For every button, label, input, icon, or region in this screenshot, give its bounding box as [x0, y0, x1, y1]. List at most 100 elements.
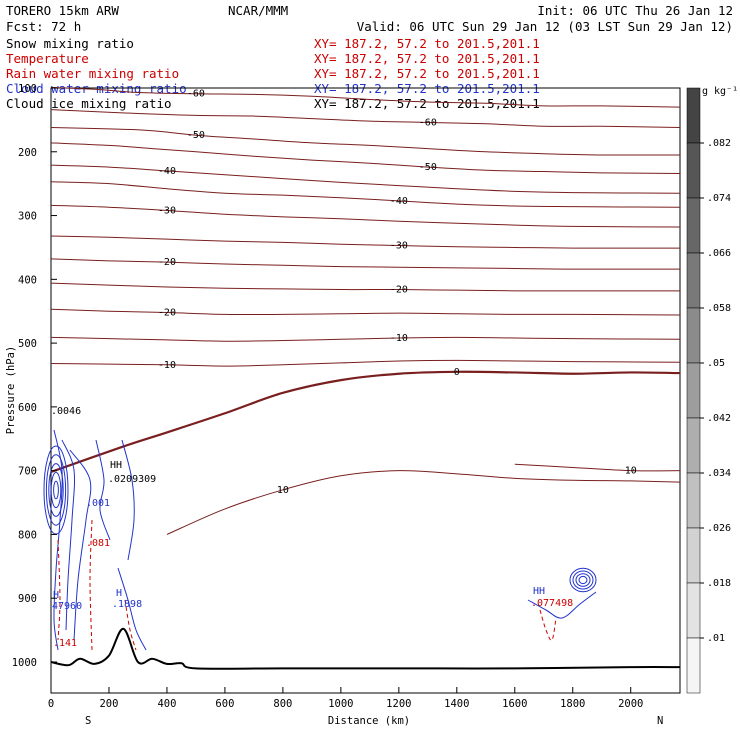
y-tick-label: 400 — [18, 274, 37, 286]
y-tick-label: 900 — [18, 593, 37, 605]
annotation-001: .001 — [86, 498, 110, 509]
colorbar-swatch — [686, 197, 701, 254]
x-tick-label: 1400 — [444, 698, 469, 710]
annotations: .0046 HH .0209309 .001 .081 H 47960 H .1… — [51, 406, 573, 649]
temperature-contour-label: -30 — [390, 241, 408, 252]
init-time: Init: 06 UTC Thu 26 Jan 12 — [537, 3, 733, 18]
y-tick-label: 700 — [18, 466, 37, 478]
north-label: N — [657, 715, 663, 727]
annotation-081: .081 — [86, 538, 110, 549]
colorbar-swatch — [686, 362, 701, 419]
field-name: Snow mixing ratio — [6, 36, 134, 51]
x-axis: 0 200 400 600 800 1000 1200 1400 1600 1800 2000 — [48, 687, 643, 710]
colorbar-tick-label: .066 — [707, 248, 731, 259]
cloud-water-contour — [569, 567, 597, 593]
rain-water-contour — [539, 609, 557, 641]
temperature-contour-label: -10 — [158, 360, 176, 371]
annotation-141: .141 — [53, 638, 77, 649]
valid-time: Valid: 06 UTC Sun 29 Jan 12 (03 LST Sun … — [357, 19, 733, 34]
x-tick-label: 600 — [215, 698, 234, 710]
colorbar-swatch — [686, 527, 701, 584]
y-axis: 100 200 300 400 500 600 700 800 900 1000 — [12, 83, 57, 669]
cloud-water-contour — [575, 573, 591, 587]
y-tick-label: 600 — [18, 402, 37, 414]
temperature-contour-label: -40 — [158, 166, 176, 177]
annotation-hh-right-value: .077498 — [531, 598, 573, 609]
plot-frame — [50, 87, 681, 694]
temperature-contour-label: 10 — [625, 466, 637, 477]
y-tick-label: 1000 — [12, 657, 37, 669]
cloud-water-contours — [43, 429, 597, 651]
colorbar-swatch — [686, 472, 701, 529]
colorbar-tick-label: .082 — [707, 138, 731, 149]
temperature-contour-line — [50, 282, 680, 292]
temperature-contour-line — [50, 336, 681, 342]
cloud-water-contour — [48, 463, 64, 517]
cloud-water-contour — [121, 439, 135, 561]
field-name: Rain water mixing ratio — [6, 66, 179, 81]
rain-water-contours — [57, 519, 557, 651]
temperature-contour-label: -30 — [158, 205, 176, 216]
temperature-contour-line — [514, 463, 681, 472]
temperature-contour-line — [50, 181, 681, 208]
temperature-contour-line — [50, 127, 681, 156]
annotation-h-mid-value: .1898 — [112, 599, 142, 610]
annotation-hh-right: HH — [533, 586, 545, 597]
x-tick-label: 400 — [157, 698, 176, 710]
field-name: Temperature — [6, 51, 89, 66]
model-title: TORERO 15km ARW — [6, 3, 119, 18]
temperature-contour-label: 10 — [277, 485, 289, 496]
temperature-contour-line — [50, 86, 681, 108]
x-tick-label: 200 — [99, 698, 118, 710]
y-tick-label: 500 — [18, 338, 37, 350]
temperature-contour-label: -20 — [158, 257, 176, 268]
y-tick-label: 200 — [18, 147, 37, 159]
temperature-contour-line — [50, 142, 681, 174]
colorbar-tick-label: .058 — [707, 303, 731, 314]
y-tick-label: 300 — [18, 211, 37, 223]
cloud-water-contour — [53, 429, 63, 651]
temperature-contours: -60 -60 -50 -50 -40 -40 -30 -30 -20 -20 -20 -10 -10 0… — [50, 86, 681, 535]
cloud-water-contour — [53, 480, 59, 500]
colorbar-tick-label: .018 — [707, 578, 731, 589]
temperature-contour-line — [50, 308, 681, 316]
annotation-h-surface: H — [53, 590, 59, 601]
colorbar-swatch — [686, 307, 701, 364]
temperature-contour-label: -50 — [187, 130, 205, 141]
rain-water-contour — [124, 599, 137, 651]
org-label: NCAR/MMM — [228, 3, 288, 18]
colorbar-swatch — [686, 87, 701, 144]
colorbar-tick-label: .01 — [707, 633, 725, 644]
cloud-water-contour — [61, 439, 76, 631]
colorbar-tick-label: .074 — [707, 193, 731, 204]
field-xy: XY= 187.2, 57.2 to 201.5,201.1 — [314, 66, 540, 81]
temperature-contour-line — [50, 109, 681, 129]
surface-line — [50, 627, 681, 670]
rain-water-contour — [57, 539, 61, 641]
rain-water-contour — [89, 519, 93, 651]
cloud-water-contour — [50, 471, 62, 509]
x-tick-label: 0 — [48, 698, 54, 710]
south-label: S — [85, 715, 91, 727]
annotation-hh-left: HH — [110, 460, 122, 471]
colorbar-tick-label: .034 — [707, 468, 731, 479]
temperature-contour-label: -20 — [158, 307, 176, 318]
colorbar-swatch — [686, 252, 701, 309]
x-tick-label: 800 — [273, 698, 292, 710]
x-tick-label: 1600 — [502, 698, 527, 710]
annotation-h-mid: H — [116, 588, 122, 599]
cloud-water-contour — [69, 449, 92, 641]
x-tick-label: 2000 — [618, 698, 643, 710]
temperature-contour-label: -20 — [390, 285, 408, 296]
colorbar-swatch — [686, 637, 701, 694]
field-xy: XY= 187.2, 57.2 to 201.5,201.1 — [314, 36, 540, 51]
temperature-contour-line — [50, 164, 681, 194]
colorbar-swatch — [686, 417, 701, 474]
temperature-contour-line — [50, 359, 681, 367]
cloud-water-contour — [117, 567, 147, 651]
colorbar-swatch — [686, 142, 701, 199]
forecast-hour: Fcst: 72 h — [6, 19, 81, 34]
temperature-contour-line — [166, 470, 681, 535]
cloud-water-contour — [45, 454, 67, 526]
